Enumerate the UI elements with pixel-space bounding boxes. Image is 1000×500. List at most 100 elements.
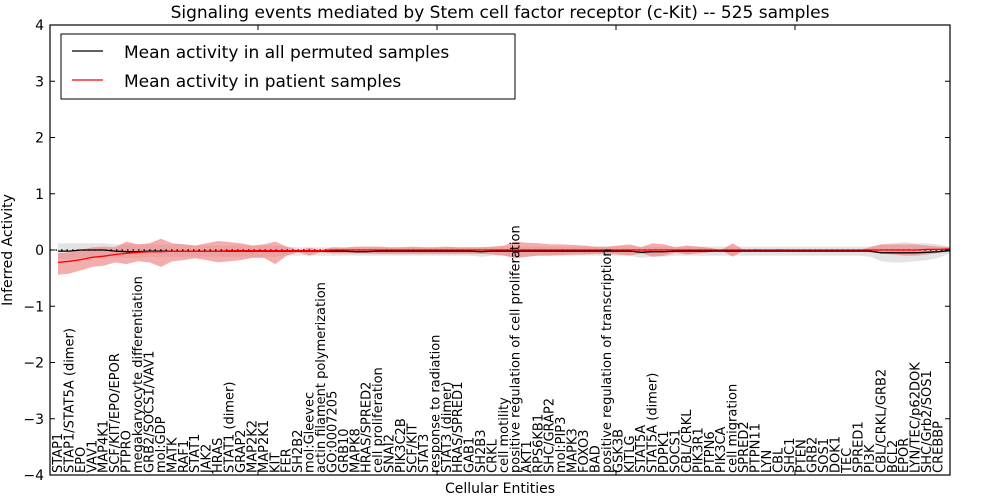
x-tick-label: positive regulation of transcription — [600, 248, 615, 473]
legend: Mean activity in all permuted samples Me… — [60, 33, 516, 100]
chart-title: Signaling events mediated by Stem cell f… — [171, 3, 830, 23]
x-tick-label: STAT5A (dimer) — [646, 373, 661, 473]
x-axis-label: Cellular Entities — [445, 481, 555, 497]
x-tick-label: GSK3B — [611, 429, 626, 473]
x-tick-label: PDPK1 — [657, 431, 672, 474]
x-tick-label: PIK3R1 — [691, 427, 706, 473]
x-tick-label: LYN — [760, 450, 775, 473]
x-tick-label: SCF/KIT/EPO/EPOR — [108, 353, 123, 473]
x-tick-label: mol:Gleevec — [303, 392, 318, 473]
x-tick-label: mol:GDP — [154, 416, 169, 473]
y-tick-label: −2 — [23, 356, 44, 372]
legend-label-permuted: Mean activity in all permuted samples — [124, 43, 449, 63]
x-tick-label: LYN/TEC/p62DOK — [909, 362, 924, 473]
y-axis-label: Inferred Activity — [0, 194, 16, 306]
x-tick-label: cell proliferation — [371, 367, 386, 473]
x-tick-label: STAT1 — [188, 434, 203, 473]
x-tick-label: STAT3 — [417, 434, 432, 473]
legend-box — [60, 33, 516, 100]
x-tick-label: SHC/Grb2/SOS1 — [920, 370, 935, 473]
x-tick-label: HRAS — [211, 438, 226, 473]
x-tick-label: PI3K — [863, 444, 878, 473]
x-tick-label: FOXO3 — [577, 430, 592, 473]
x-tick-label: PTPN11 — [749, 423, 764, 473]
x-tick-label: BAD — [588, 445, 603, 473]
x-tick-label: PIK3CA — [714, 426, 729, 473]
x-tick-label: RAF1 — [177, 440, 192, 473]
y-tick-label: 0 — [35, 243, 44, 259]
x-tick-label: HRAS/SPRED2 — [360, 382, 375, 473]
x-tick-label: STAT3 (dimer) — [440, 382, 455, 473]
x-tick-label: DOK1 — [829, 436, 844, 473]
y-tick-label: −1 — [23, 299, 44, 315]
y-tick-label: 3 — [35, 74, 44, 90]
x-tick-label: CRKL — [486, 438, 501, 473]
y-tick-label: 4 — [35, 18, 44, 34]
x-tick-label: KIT — [268, 453, 283, 473]
y-axis: 4 3 2 1 0 −1 −2 −3 −4 — [23, 18, 950, 484]
x-tick-label: SNAI2 — [383, 434, 398, 473]
x-tick-label: PTEN — [794, 439, 809, 473]
x-tick-label: GO:0007205 — [325, 391, 340, 473]
x-tick-label: MAP4K1 — [97, 420, 112, 473]
x-tick-label: cell migration — [726, 384, 741, 473]
x-tick-label: MAP2K1 — [257, 420, 272, 473]
x-tick-label: PTPRO — [120, 430, 135, 473]
x-tick-label: SCF/KIT — [406, 423, 421, 473]
x-tick-label: SPRED1 — [852, 421, 867, 473]
y-tick-label: −4 — [23, 468, 44, 484]
x-tick-label: CBL/CRKL — [680, 409, 695, 473]
x-tick-label: CBL/CRKL/GRB2 — [874, 369, 889, 473]
x-tick-label: RPS6KB1 — [531, 414, 546, 473]
x-tick-label: SHC/GRAP2 — [543, 398, 558, 473]
x-tick-label: MAPK8 — [348, 428, 363, 473]
x-tick-label: GRB10 — [337, 428, 352, 473]
x-tick-label: TEC — [840, 448, 855, 474]
x-tick-label: KITLG — [623, 435, 638, 473]
x-tick-label: MAPK3 — [566, 428, 581, 473]
x-tick-label: CBL — [771, 447, 786, 473]
x-tick-label: SOCS1 — [669, 429, 684, 473]
x-tick-label: SOS1 — [817, 438, 832, 473]
x-tick-label: megakaryocyte differentiation — [131, 276, 146, 473]
x-tick-label: SH2B2 — [291, 430, 306, 474]
x-tick-label: HRAS/SPRED1 — [451, 382, 466, 473]
x-tick-label: STAT1 (dimer) — [223, 382, 238, 473]
x-tick-label: SH2B3 — [474, 430, 489, 474]
x-tick-label: EPOR — [897, 438, 912, 473]
band-patient — [58, 238, 950, 275]
x-tick-label: actin filament polymerization — [314, 282, 329, 473]
x-tick-label: positive regulation of cell proliferatio… — [508, 225, 523, 473]
x-tick-label: VAV1 — [85, 440, 100, 473]
lines-group — [50, 248, 950, 264]
y-tick-label: −3 — [23, 412, 44, 428]
x-tick-label: AKT1 — [520, 440, 535, 473]
x-tick-label: CREBBP — [932, 421, 947, 473]
x-tick-label: cell motility — [497, 397, 512, 473]
x-tick-label: MAP2K2 — [245, 420, 260, 473]
x-tick-label: MATK — [165, 437, 180, 473]
x-tick-label: GRB2 — [806, 437, 821, 473]
x-tick-label: STAP1/STAT5A (dimer) — [62, 328, 77, 473]
x-tick-label: SPRED2 — [737, 421, 752, 473]
x-tick-label: PTPN6 — [703, 431, 718, 473]
y-tick-label: 1 — [35, 187, 44, 203]
y-tick-label: 2 — [35, 131, 44, 147]
legend-label-patient: Mean activity in patient samples — [124, 72, 401, 92]
x-tick-label: GRAP2 — [234, 429, 249, 473]
bands-group — [58, 238, 950, 275]
x-tick-label: FER — [280, 448, 295, 473]
x-tick-label: EPO — [74, 447, 89, 473]
x-tick-label: GRB2/SOCS1/VAV1 — [143, 351, 158, 473]
x-tick-label: GAB1 — [463, 437, 478, 473]
x-tick-label: response to radiation — [428, 335, 443, 473]
x-tick-label: BCL2 — [886, 440, 901, 473]
x-tick-label: JAK2 — [200, 444, 215, 474]
x-tick-label: PIK3C2B — [394, 418, 409, 473]
x-tick-label: SHC1 — [783, 438, 798, 473]
x-tick-label: STAP1 — [51, 433, 66, 473]
x-tick-label: STAT5A — [634, 425, 649, 473]
x-tick-label: mol:PIP3 — [554, 417, 569, 473]
